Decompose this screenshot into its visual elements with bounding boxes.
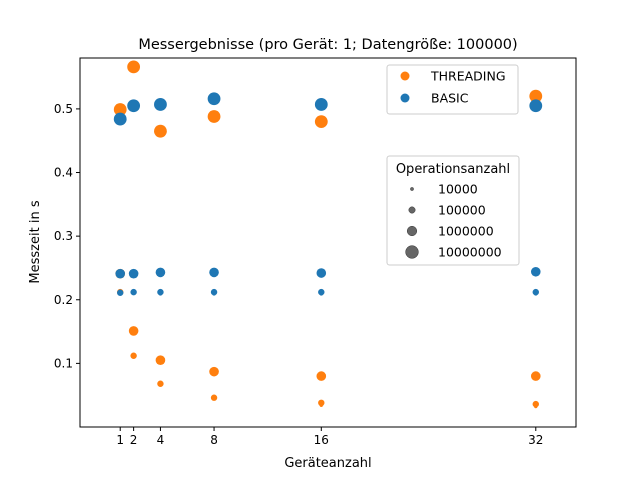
axis-ticks: 1 2 4 8 16 32 0.1 0.2 0.3 0.4 0.5 — [54, 102, 544, 447]
point-threading — [157, 380, 164, 387]
point-basic — [534, 292, 538, 296]
size-legend-label: 10000 — [438, 182, 478, 197]
point-threading — [532, 400, 539, 408]
point-basic — [113, 112, 127, 126]
point-threading — [207, 110, 221, 123]
point-basic — [128, 268, 139, 279]
size-legend-marker — [408, 206, 416, 214]
point-threading — [530, 371, 541, 381]
point-basic — [127, 99, 141, 113]
size-legend: Operationsanzahl 10000 100000 1000000 10000… — [386, 155, 520, 266]
point-basic — [212, 292, 216, 296]
point-basic — [130, 288, 137, 296]
y-tick-label: 0.1 — [54, 356, 73, 370]
size-legend-box — [386, 155, 520, 266]
point-threading — [155, 355, 166, 365]
point-basic — [314, 98, 328, 111]
y-tick-label: 0.3 — [54, 229, 73, 243]
point-basic — [115, 268, 126, 279]
point-threading — [319, 403, 323, 407]
y-tick-label: 0.4 — [54, 166, 73, 180]
y-axis-label: Messzeit in s — [28, 200, 43, 283]
chart-title: Messergebnisse (pro Gerät: 1; Datengröße… — [138, 37, 517, 53]
point-basic — [155, 267, 166, 278]
point-threading — [209, 366, 219, 377]
x-tick-label: 8 — [210, 433, 218, 447]
color-legend-box — [386, 64, 519, 115]
x-tick-label: 2 — [130, 433, 138, 447]
plot-frame — [79, 57, 577, 428]
point-threading — [210, 394, 218, 401]
point-threading — [154, 124, 167, 138]
x-axis-label: Geräteanzahl — [284, 456, 371, 471]
point-threading — [127, 60, 141, 74]
point-basic — [158, 292, 163, 296]
point-basic — [210, 288, 218, 296]
size-legend-label: 10000000 — [438, 245, 502, 260]
point-threading — [318, 399, 325, 407]
color-legend: THREADING BASIC — [386, 64, 519, 115]
x-tick-label: 4 — [157, 433, 165, 447]
point-basic — [209, 267, 219, 278]
point-basic — [530, 266, 541, 277]
x-tick-label: 1 — [116, 433, 124, 447]
y-tick-label: 0.5 — [54, 102, 73, 116]
size-legend-marker — [406, 225, 418, 237]
x-tick-label: 32 — [528, 433, 543, 447]
point-basic — [532, 288, 539, 296]
point-basic — [207, 92, 221, 106]
legend-marker-basic — [400, 93, 410, 103]
point-threading — [113, 103, 127, 116]
x-tick-label: 16 — [314, 433, 329, 447]
size-legend-label: 100000 — [438, 203, 486, 218]
legend-marker-threading — [400, 71, 410, 81]
point-basic — [318, 288, 325, 296]
point-threading — [316, 371, 327, 381]
point-threading — [128, 326, 139, 336]
point-threading — [529, 89, 543, 103]
point-basic — [154, 98, 167, 111]
point-basic — [316, 268, 327, 278]
size-legend-title: Operationsanzahl — [396, 162, 510, 177]
point-threading — [534, 405, 538, 409]
legend-label-basic: BASIC — [431, 91, 469, 106]
size-legend-marker — [405, 245, 419, 259]
legend-label-threading: THREADING — [430, 69, 506, 84]
data-points — [113, 60, 543, 409]
point-basic — [529, 99, 543, 113]
size-legend-marker — [410, 187, 414, 191]
size-legend-label: 1000000 — [438, 224, 494, 239]
point-basic — [117, 289, 124, 296]
y-tick-label: 0.2 — [54, 293, 73, 307]
point-basic — [157, 288, 164, 296]
point-threading — [130, 352, 137, 359]
point-threading — [314, 115, 328, 129]
point-basic — [319, 292, 323, 296]
